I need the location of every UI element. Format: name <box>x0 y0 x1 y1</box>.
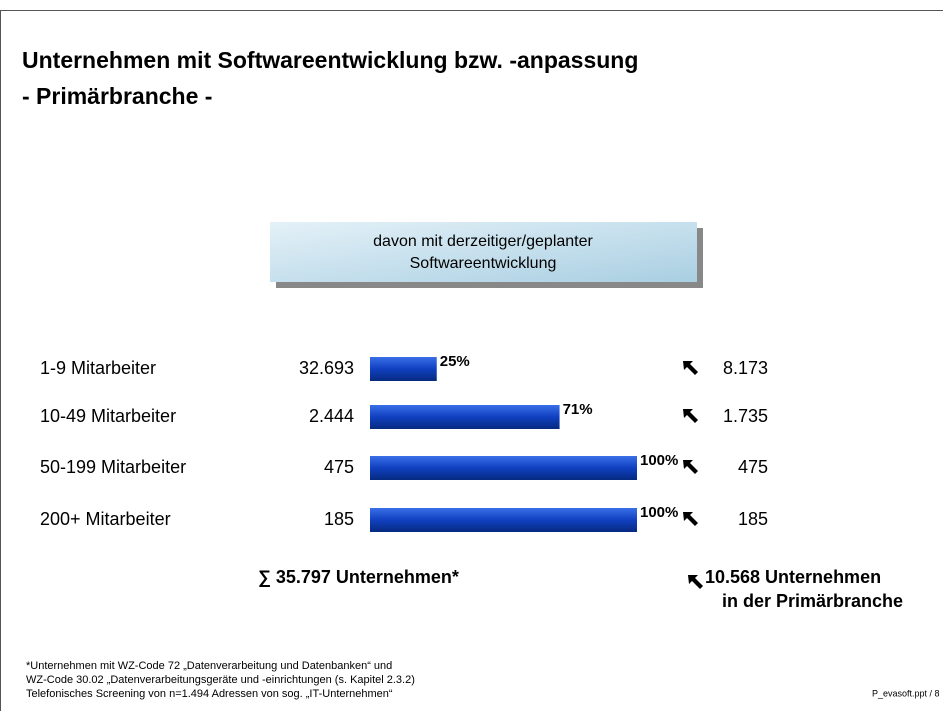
value-label: 100% <box>640 504 678 521</box>
arrow-icon <box>683 460 698 474</box>
category-label: 1-9 Mitarbeiter <box>40 358 156 378</box>
arrow-icon <box>683 409 698 423</box>
count: 475 <box>324 457 354 477</box>
footnote: *Unternehmen mit WZ-Code 72 „Datenverarb… <box>26 660 392 672</box>
result: 1.735 <box>723 406 768 426</box>
slide-border <box>0 10 943 711</box>
value-label: 100% <box>640 452 678 469</box>
value-label: 25% <box>440 353 470 370</box>
value-label: 71% <box>563 401 593 418</box>
result-total: in der Primärbranche <box>722 591 903 611</box>
count: 185 <box>324 509 354 529</box>
count: 32.693 <box>299 358 354 378</box>
header-text: Softwareentwicklung <box>410 255 557 272</box>
bar <box>370 456 637 480</box>
result: 8.173 <box>723 358 768 378</box>
arrow-icon <box>683 361 698 375</box>
title-line: - Primärbranche - <box>22 83 212 109</box>
result: 185 <box>738 509 768 529</box>
slide-id: P_evasoft.ppt / 8 <box>872 688 940 698</box>
arrow-icon <box>688 575 703 589</box>
result: 475 <box>738 457 768 477</box>
bar <box>370 405 560 429</box>
bar <box>370 508 637 532</box>
category-label: 50-199 Mitarbeiter <box>40 457 186 477</box>
total: ∑ 35.797 Unternehmen* <box>258 567 459 587</box>
footnote: WZ-Code 30.02 „Datenverarbeitungsgeräte … <box>26 674 415 686</box>
arrow-icon <box>683 512 698 526</box>
title-line: Unternehmen mit Softwareentwicklung bzw.… <box>22 47 638 73</box>
bar <box>370 357 437 381</box>
result-total: 10.568 Unternehmen <box>705 567 881 587</box>
count: 2.444 <box>309 406 354 426</box>
footnote: Telefonisches Screening von n=1.494 Adre… <box>26 688 393 700</box>
category-label: 10-49 Mitarbeiter <box>40 406 176 426</box>
header-box <box>270 222 697 282</box>
category-label: 200+ Mitarbeiter <box>40 509 171 529</box>
header-text: davon mit derzeitiger/geplanter <box>373 233 593 250</box>
